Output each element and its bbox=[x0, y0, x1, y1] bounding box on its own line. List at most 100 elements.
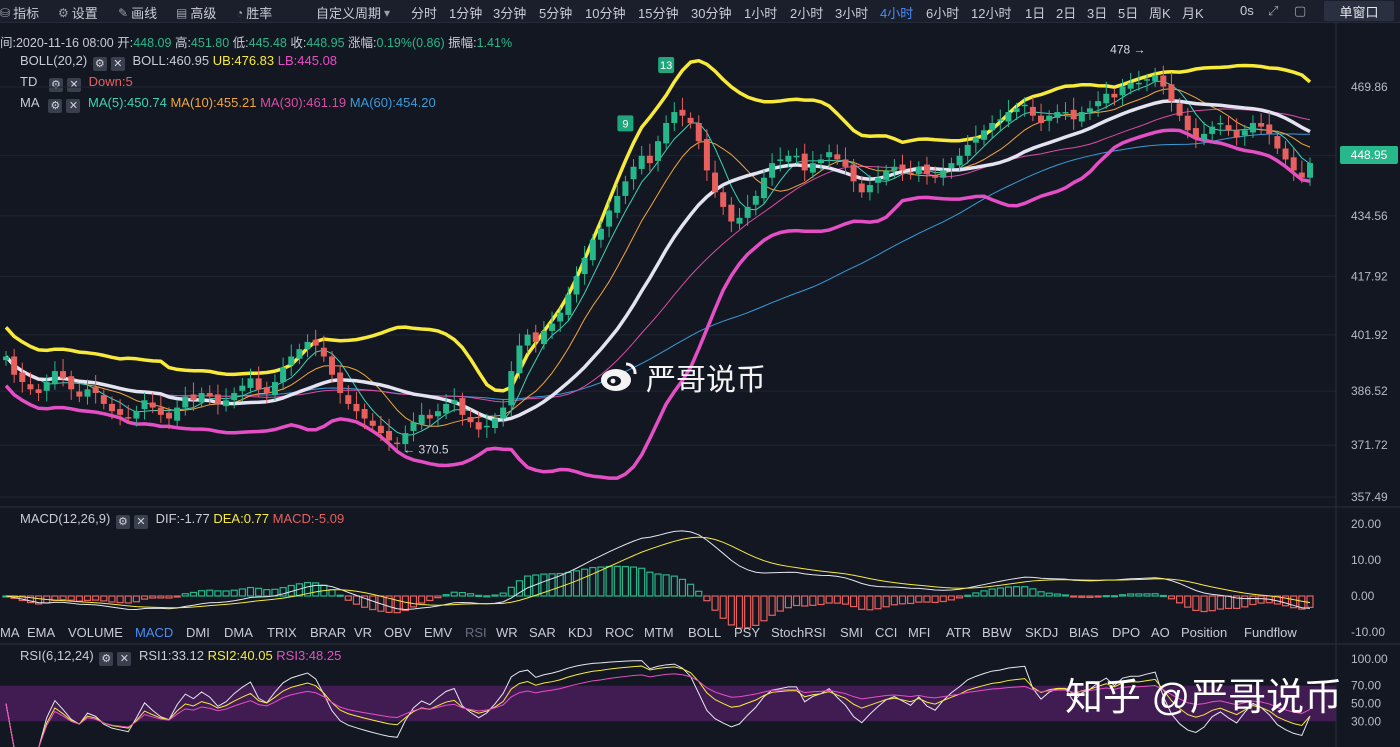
bar-time: 间:2020-11-16 08:00 bbox=[0, 36, 114, 50]
candle-body bbox=[516, 345, 523, 374]
macd-histogram-bar bbox=[361, 595, 369, 608]
period-18-button[interactable]: 月K bbox=[1182, 6, 1204, 21]
close-icon[interactable]: ✕ bbox=[133, 515, 148, 529]
gear-icon[interactable]: ⚙ bbox=[99, 652, 114, 666]
dif-value: DIF:-1.77 bbox=[155, 511, 210, 526]
period-7-button[interactable]: 1小时 bbox=[744, 6, 778, 21]
toolbar-label: 胜率 bbox=[246, 6, 273, 21]
macd-tick-label: -10.00 bbox=[1351, 625, 1385, 639]
weibo-icon bbox=[601, 362, 637, 391]
gear-icon[interactable]: ⚙ bbox=[48, 99, 63, 113]
toolbar-4-button[interactable]: ◔ 胜率 bbox=[236, 3, 272, 22]
tab-obv[interactable]: OBV bbox=[384, 625, 412, 640]
macd-histogram-bar bbox=[2, 595, 10, 598]
candle-body bbox=[117, 409, 124, 415]
tab-dpo[interactable]: DPO bbox=[1112, 625, 1141, 640]
gear-icon[interactable]: ⚙ bbox=[92, 57, 107, 71]
period-8-button[interactable]: 2小时 bbox=[790, 6, 824, 21]
tab-wr[interactable]: WR bbox=[496, 625, 518, 640]
tab-bbw[interactable]: BBW bbox=[982, 625, 1012, 640]
period-12-button[interactable]: 12小时 bbox=[971, 6, 1012, 21]
macd-histogram-bar bbox=[263, 589, 271, 597]
period-9-button[interactable]: 3小时 bbox=[835, 6, 869, 21]
period-10-button[interactable]: 4小时 bbox=[880, 6, 914, 21]
toolbar-2-button[interactable]: ✎ 画线 bbox=[118, 3, 157, 22]
macd-histogram-bar bbox=[287, 584, 295, 597]
candle-body bbox=[622, 181, 629, 196]
tab-fundflow[interactable]: Fundflow bbox=[1244, 625, 1297, 640]
tab-ao[interactable]: AO bbox=[1151, 625, 1170, 640]
toolbar-1-button[interactable]: ⚙ 设置 bbox=[58, 3, 98, 22]
screenshot-icon[interactable]: ▢ bbox=[1294, 3, 1307, 18]
macd-histogram-bar bbox=[581, 568, 589, 597]
candle-body bbox=[850, 164, 857, 182]
period-5-button[interactable]: 15分钟 bbox=[638, 6, 679, 21]
tab-boll[interactable]: BOLL bbox=[688, 625, 722, 640]
tab-dmi[interactable]: DMI bbox=[186, 625, 210, 640]
candle-body bbox=[214, 394, 221, 404]
period-3-button[interactable]: 5分钟 bbox=[539, 6, 573, 21]
period-16-button[interactable]: 5日 bbox=[1118, 6, 1139, 21]
tab-rsi[interactable]: RSI bbox=[465, 625, 487, 640]
macd-histogram-bar bbox=[1167, 595, 1176, 600]
period-4-button[interactable]: 10分钟 bbox=[585, 6, 626, 21]
macd-histogram-bar bbox=[801, 595, 809, 607]
tab-mtm[interactable]: MTM bbox=[644, 625, 674, 640]
macd-histogram-bar bbox=[59, 595, 67, 601]
tab-ma[interactable]: MA bbox=[0, 625, 20, 640]
close-icon[interactable]: ✕ bbox=[110, 57, 125, 71]
macd-histogram-bar bbox=[1175, 595, 1184, 604]
tab-vr[interactable]: VR bbox=[354, 625, 373, 640]
tab-mfi[interactable]: MFI bbox=[908, 625, 931, 640]
candle-body bbox=[182, 396, 189, 408]
candle-body bbox=[524, 334, 531, 346]
tab-dma[interactable]: DMA bbox=[224, 625, 253, 640]
gear-icon[interactable]: ⚙ bbox=[48, 78, 63, 92]
period-13-button[interactable]: 1日 bbox=[1025, 6, 1046, 21]
amplitude-value: 1.41% bbox=[476, 36, 513, 50]
close-icon[interactable]: ✕ bbox=[66, 99, 81, 113]
tab-skdj[interactable]: SKDJ bbox=[1025, 625, 1059, 640]
tab-bias[interactable]: BIAS bbox=[1069, 625, 1099, 640]
period-1-button[interactable]: 1分钟 bbox=[449, 6, 483, 21]
macd-histogram-bar bbox=[475, 594, 483, 597]
toolbar-0-button[interactable]: ⛁ 指标 bbox=[0, 3, 39, 22]
tab-ema[interactable]: EMA bbox=[27, 625, 56, 640]
tab-trix[interactable]: TRIX bbox=[267, 625, 297, 640]
close-icon[interactable]: ✕ bbox=[66, 78, 81, 92]
period-2-button[interactable]: 3分钟 bbox=[493, 6, 527, 21]
candle-body bbox=[581, 257, 588, 275]
candle-body bbox=[459, 398, 466, 415]
macd-histogram-bar bbox=[1053, 593, 1061, 597]
single-window-button[interactable]: 单窗口 bbox=[1324, 1, 1394, 21]
period-6-button[interactable]: 30分钟 bbox=[691, 6, 732, 21]
gear-icon[interactable]: ⚙ bbox=[115, 515, 130, 529]
macd-histogram-bar bbox=[157, 595, 165, 599]
tab-emv[interactable]: EMV bbox=[424, 625, 453, 640]
tab-psy[interactable]: PSY bbox=[734, 625, 761, 640]
period-17-button[interactable]: 周K bbox=[1149, 6, 1171, 21]
tab-macd[interactable]: MACD bbox=[135, 625, 174, 640]
tab-roc[interactable]: ROC bbox=[605, 625, 634, 640]
tab-brar[interactable]: BRAR bbox=[310, 625, 347, 640]
boll-ub-value: UB:476.83 bbox=[212, 53, 275, 68]
macd-histogram-bar bbox=[613, 565, 621, 597]
tab-position[interactable]: Position bbox=[1181, 625, 1228, 640]
candle-body bbox=[964, 144, 971, 156]
period-15-button[interactable]: 3日 bbox=[1087, 6, 1108, 21]
period-11-button[interactable]: 6小时 bbox=[926, 6, 960, 21]
period-0-button[interactable]: 分时 bbox=[411, 6, 438, 21]
tab-kdj[interactable]: KDJ bbox=[568, 625, 593, 640]
toolbar-3-button[interactable]: ▤ 高级 bbox=[176, 3, 216, 22]
macd-histogram-bar bbox=[752, 595, 760, 626]
fullscreen-icon[interactable]: ⤢ bbox=[1268, 3, 1279, 18]
tab-stochrsi[interactable]: StochRSI bbox=[771, 625, 826, 640]
close-icon[interactable]: ✕ bbox=[117, 652, 132, 666]
custom-period-dropdown[interactable]: 自定义周期 ▾ bbox=[316, 3, 390, 22]
tab-cci[interactable]: CCI bbox=[875, 625, 898, 640]
tab-smi[interactable]: SMI bbox=[840, 625, 864, 640]
tab-sar[interactable]: SAR bbox=[529, 625, 556, 640]
tab-volume[interactable]: VOLUME bbox=[68, 625, 123, 640]
period-14-button[interactable]: 2日 bbox=[1056, 6, 1077, 21]
tab-atr[interactable]: ATR bbox=[946, 625, 972, 640]
